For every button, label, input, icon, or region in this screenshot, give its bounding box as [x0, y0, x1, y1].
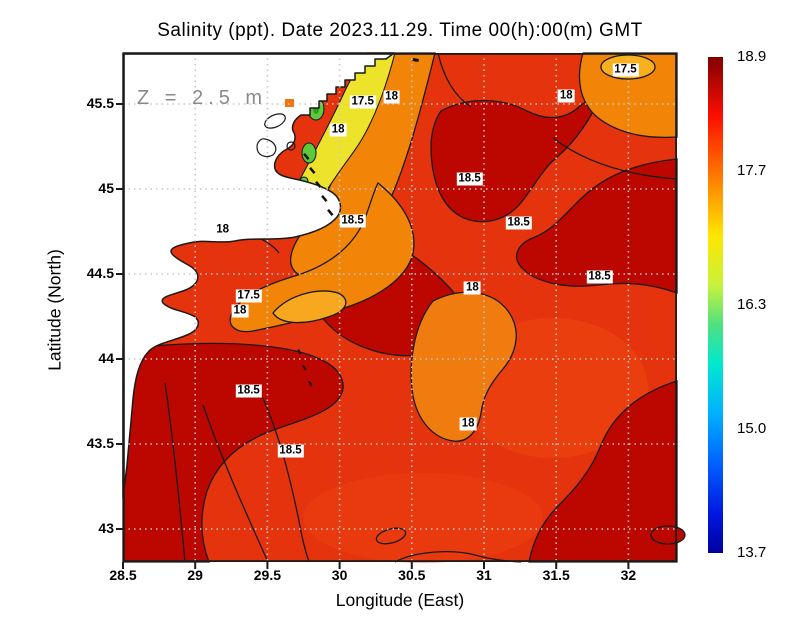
x-tick-label: 30 — [331, 567, 348, 583]
x-tick-label: 29 — [187, 567, 203, 583]
contour-label: 18.5 — [277, 444, 304, 458]
contour-label: 18.5 — [586, 270, 613, 284]
contour-label: 18 — [557, 89, 575, 102]
x-tick-label: 31.5 — [542, 567, 570, 583]
x-tick-label: 30.5 — [398, 567, 426, 583]
x-tick-label: 29.5 — [253, 567, 282, 583]
y-tick-label: 44 — [98, 350, 114, 366]
contour-label: 18.5 — [339, 214, 366, 228]
coastal-islets — [297, 58, 419, 387]
y-tick-label: 45.5 — [86, 95, 114, 111]
contour-label: 18 — [459, 417, 477, 431]
x-tick-label: 32 — [620, 567, 637, 583]
y-tick-label: 44.5 — [86, 265, 114, 281]
x-tick-label: 28.5 — [109, 567, 137, 583]
contour-label: 18 — [231, 304, 249, 318]
contour-label: 17.5 — [235, 289, 262, 303]
y-tick-label: 43.5 — [86, 435, 114, 451]
contour-label: 18.5 — [235, 384, 262, 398]
lagoon-outlines — [256, 113, 296, 158]
contour-label: 18 — [214, 223, 232, 237]
y-axis-title: Latitude (North) — [44, 249, 65, 371]
colorbar-tick-label: 13.7 — [737, 544, 767, 561]
map-svg — [116, 52, 686, 569]
contour-label: 18 — [329, 123, 347, 136]
isolated-sea-cell — [285, 99, 294, 107]
plot-frame — [122, 52, 678, 563]
contour-label: 18.5 — [456, 172, 483, 186]
contour-label: 18 — [383, 90, 400, 104]
contour-label: 18 — [464, 281, 481, 295]
colorbar-tick-label: 18.9 — [737, 48, 767, 65]
y-tick-label: 45 — [98, 180, 114, 196]
x-axis-title: Longitude (East) — [335, 590, 465, 610]
plot-title: Salinity (ppt). Date 2023.11.29. Time 00… — [157, 20, 643, 41]
colorbar-tick-label: 17.7 — [737, 162, 767, 180]
colorbar-tick-label: 16.3 — [737, 296, 767, 313]
y-tick-label: 43 — [98, 520, 114, 536]
depth-annotation: Z = 2.5 m — [137, 87, 268, 109]
x-tick-label: 31 — [476, 567, 492, 583]
contour-label: 18.5 — [505, 216, 532, 230]
colorbar-gradient — [708, 57, 723, 553]
colorbar-tick-label: 15.0 — [737, 420, 767, 437]
land-danube-region — [122, 52, 395, 499]
contour-label: 17.5 — [612, 63, 639, 77]
graticule-grid — [123, 53, 677, 562]
contour-label: 17.5 — [349, 95, 376, 109]
map-plot: Z = 2.5 m 17.5 18 17.5 18 18 18.5 18 18.5 18.5 18… — [116, 52, 686, 569]
axis-tick-marks — [116, 103, 630, 569]
